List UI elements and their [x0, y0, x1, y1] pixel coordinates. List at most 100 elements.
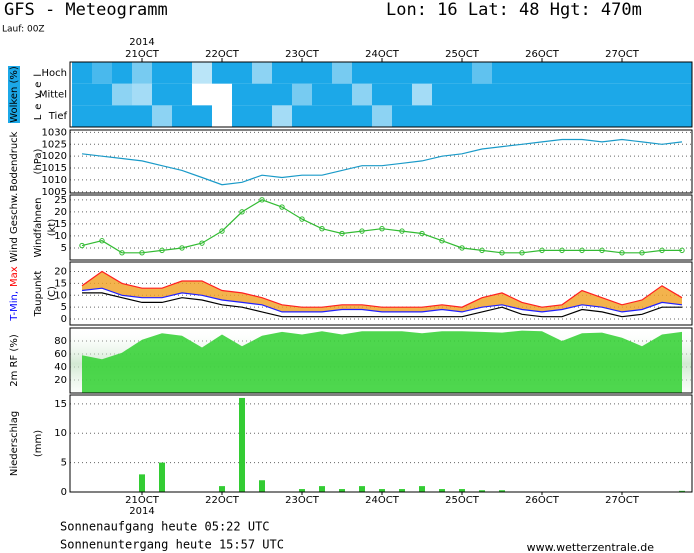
cloud-cell [92, 83, 112, 106]
cloud-cell [272, 105, 292, 127]
cloud-cell [192, 105, 212, 127]
marker [619, 250, 625, 256]
cloud-cell [392, 105, 412, 127]
cloud-cell [172, 83, 192, 106]
cloud-cell [632, 105, 652, 127]
cloud-cell [252, 105, 272, 127]
bar [459, 489, 465, 492]
marker [259, 197, 265, 203]
cloud-cell [612, 62, 632, 84]
y-tick-label: 5 [61, 302, 67, 313]
bar [319, 486, 325, 492]
cloud-cell [132, 105, 152, 127]
cloud-cell [292, 83, 312, 106]
cloud-cell [352, 83, 372, 106]
cloud-cell [572, 62, 592, 84]
cloud-cell [672, 83, 692, 106]
cloud-cell [532, 83, 552, 106]
marker [439, 238, 445, 244]
marker [499, 250, 505, 256]
run: Lauf: 00Z [2, 25, 45, 35]
cloud-cell [312, 83, 332, 106]
cloud-cell [552, 83, 572, 106]
cloud-cell [512, 83, 532, 106]
marker [239, 209, 245, 215]
bar [159, 462, 165, 492]
cloud-cell [492, 83, 512, 106]
marker [679, 247, 685, 254]
y-axis-label-part: T-Min, [9, 291, 20, 322]
source: www.wetterzentrale.de [527, 541, 655, 553]
marker [99, 238, 105, 244]
cloud-cell [152, 83, 172, 106]
cloud-cell [612, 83, 632, 106]
y-axis-label-part: Max [9, 266, 20, 287]
sunset: Sonnenuntergang heute 15:57 UTC [60, 538, 284, 552]
cloud-cell [412, 62, 432, 84]
cloud-cell [632, 83, 652, 106]
bar [399, 489, 405, 492]
marker [219, 228, 225, 234]
line [82, 292, 682, 318]
cloud-cell [452, 83, 472, 106]
x-tick-label: 27OCT [605, 49, 640, 60]
cloud-cell [472, 62, 492, 84]
cloud-cell [492, 62, 512, 84]
cloud-cell [452, 62, 472, 84]
cloud-cell [592, 62, 612, 84]
cloud-cell [572, 105, 592, 127]
cloud-cell [652, 105, 672, 127]
marker [139, 250, 145, 256]
x-tick-label: 23OCT [285, 495, 320, 506]
marker [479, 247, 485, 254]
panel-frame [69, 327, 693, 394]
sunrise: Sonnenaufgang heute 05:22 UTC [60, 520, 270, 534]
cloud-cell [672, 62, 692, 84]
cloud-cell [512, 105, 532, 127]
line [81, 199, 682, 254]
cloud-cell [612, 105, 632, 127]
cloud-cell [272, 83, 292, 106]
cloud-cell [432, 83, 452, 106]
cloud-cell [72, 62, 92, 84]
bar [219, 486, 225, 492]
marker [579, 247, 585, 254]
cloud-cell [152, 62, 172, 84]
y-tick-label: 1020 [42, 151, 67, 162]
y-tick-label: 1010 [42, 175, 67, 186]
cloud-cell [392, 62, 412, 84]
bar [359, 486, 365, 492]
line [81, 287, 683, 313]
y-axis-label: Niederschlag [9, 411, 20, 476]
temp-range [82, 271, 682, 312]
x-tick-label: 23OCT [285, 49, 320, 60]
y-tick-label: 1025 [42, 139, 67, 150]
cloud-cell [672, 105, 692, 127]
y-tick-label: 60 [54, 349, 67, 360]
cloud-cell [352, 105, 372, 127]
y-axis-label: Bodendruck [9, 131, 20, 191]
panel-frame [69, 261, 693, 326]
marker [339, 230, 345, 237]
marker [639, 250, 645, 256]
x-tick-label: 26OCT [525, 49, 560, 60]
bar [239, 397, 245, 492]
cloud-cell [412, 83, 432, 106]
year: 2014 [129, 37, 154, 48]
x-tick-label: 25OCT [445, 495, 480, 506]
marker [379, 226, 385, 232]
location: Lon: 16 Lat: 48 Hgt: 470m [386, 0, 642, 20]
y-tick-label: 20 [54, 267, 67, 278]
y-tick-label: 10 [54, 290, 67, 301]
x-tick-label: 21OCT [125, 49, 160, 60]
marker [279, 204, 285, 210]
cloud-cell [252, 83, 272, 106]
y-tick-label: 1005 [42, 187, 67, 198]
cloud-cell [292, 105, 312, 127]
cloud-cell [432, 105, 452, 127]
title: GFS - Meteogramm [4, 0, 168, 20]
marker [419, 230, 425, 237]
y-tick-label: 0 [61, 314, 67, 325]
